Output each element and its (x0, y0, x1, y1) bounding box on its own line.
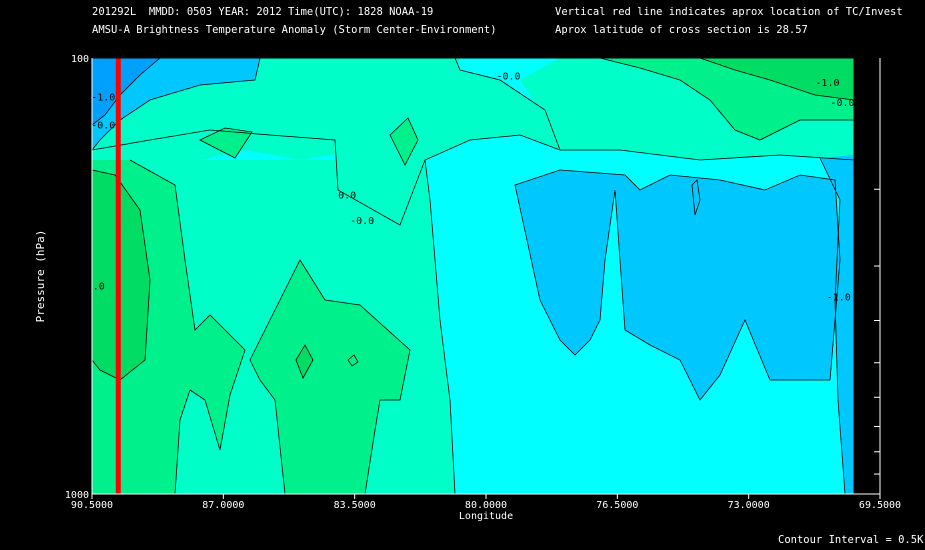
contour-line-island-d (691, 179, 701, 216)
contour-label-0: -1.0 (91, 92, 115, 103)
fill-level-minus1.0-east-edge (820, 155, 854, 494)
contour-line-ne-0.0 (560, 149, 855, 161)
contour-line-center-0.5 (249, 259, 411, 495)
y-tick-label-0: 100 (71, 54, 89, 65)
contour-label-5: 1.0 (87, 282, 105, 293)
contour-lines (91, 57, 855, 495)
contour-line-island-e (347, 354, 359, 367)
contour-line-center-0.0 (424, 159, 456, 495)
contour-line-nw-minus1 (91, 57, 261, 151)
contour-line-east-edge (819, 157, 846, 495)
x-axis-title: Longitude (459, 511, 513, 522)
contour-line-ne-0.5 (599, 57, 854, 141)
contour-interval-note: Contour Interval = 0.5K (778, 534, 924, 546)
contour-line-island-b (389, 117, 419, 166)
contour-label-6: -1.0 (815, 78, 839, 89)
header-line1-right: Vertical red line indicates aprox locati… (555, 6, 903, 18)
header-line2-left: AMSU-A Brightness Temperature Anomaly (S… (92, 24, 497, 36)
x-tick-label-5: 73.0000 (728, 500, 770, 511)
fill-level-0.5-island-a (200, 128, 252, 158)
x-tick-label-2: 83.5000 (334, 500, 376, 511)
contour-label-3: 0.0 (338, 190, 356, 201)
contour-label-7: -0.0 (830, 98, 854, 109)
contour-line-island-c (295, 344, 314, 379)
fill-level-1.0-northeast (700, 58, 854, 100)
x-tick-label-4: 76.5000 (596, 500, 638, 511)
fill-level-minus1.0-east (515, 170, 840, 400)
x-tick-label-1: 87.0000 (202, 500, 244, 511)
y-axis-title: Pressure (hPa) (34, 230, 47, 323)
contour-line-ne-1.0 (699, 57, 855, 101)
header-line2-right: Aprox latitude of cross section is 28.57 (555, 24, 808, 36)
contour-line-island-a (199, 127, 253, 159)
fill-level-1.0-west (92, 170, 150, 380)
x-tick-label-0: 90.5000 (71, 500, 113, 511)
contour-label-4: -0.0 (350, 216, 374, 227)
contour-labels: -1.0 -0.0 -0.0 0.0 -0.0 1.0 -1.0 -0.0 -1.0 (87, 71, 855, 303)
contour-line-center-0.5-b (249, 359, 286, 495)
contour-line-west-0.5 (129, 159, 246, 495)
y-ticks: 100 1000 (65, 54, 880, 501)
x-tick-label-6: 69.5000 (859, 500, 901, 511)
contour-fills (92, 58, 854, 494)
contour-line-east-minus1 (514, 169, 841, 401)
contour-label-8: -1.0 (827, 293, 851, 304)
contour-label-2: -0.0 (496, 71, 520, 82)
contour-label-1: -0.0 (91, 120, 115, 131)
y-tick-label-1: 1000 (65, 490, 89, 501)
x-ticks: 90.5000 87.0000 83.5000 80.0000 76.5000 73.00… (71, 494, 901, 511)
fill-level-0.0-west-body (92, 58, 560, 225)
header-line1-left: 201292L MMDD: 0503 YEAR: 2012 Time(UTC):… (92, 6, 434, 18)
x-tick-label-3: 80.0000 (465, 500, 507, 511)
fill-level-minus1.5-northwest (92, 58, 160, 125)
fill-level-0.5-center (250, 260, 410, 494)
